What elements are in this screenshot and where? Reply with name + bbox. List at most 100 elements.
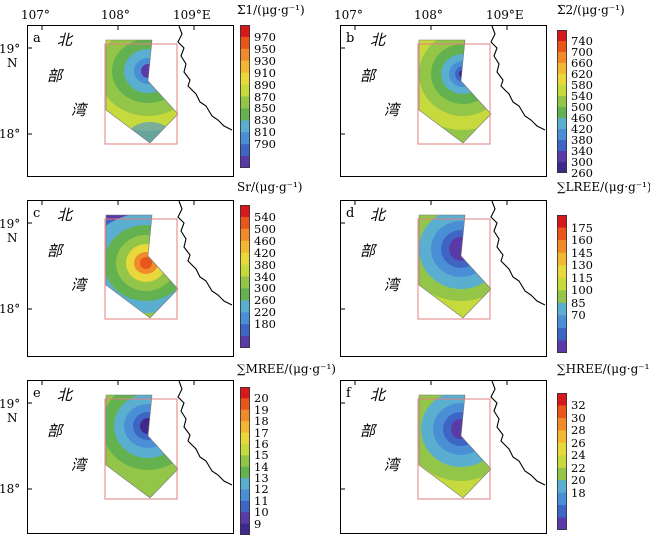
coastline	[490, 381, 546, 486]
panel-letter: a	[33, 31, 41, 46]
legend-tick-label: 810	[254, 125, 276, 140]
latitude-label: N	[7, 411, 18, 425]
colorbar	[240, 387, 250, 535]
legend-tick-label: 260	[571, 166, 593, 180]
colorbar-swatch	[240, 276, 250, 289]
study-area-outline	[105, 39, 179, 144]
colorbar-swatch	[557, 315, 567, 329]
contour-map	[28, 381, 233, 500]
sea-name-char: 湾	[71, 276, 87, 294]
legend-tick-label: 100	[571, 283, 593, 298]
legend-tick-label: 18	[571, 485, 586, 500]
panel-letter: f	[346, 386, 351, 401]
colorbar-swatch	[240, 132, 250, 145]
longitude-label: 107°	[21, 8, 50, 22]
colorbar-swatch	[557, 52, 567, 64]
legend-tick-label: 300	[571, 155, 593, 169]
colorbar-swatch	[557, 480, 567, 494]
colorbar-border	[240, 25, 250, 168]
longitude-label: 107°	[334, 8, 363, 22]
legend-title: ∑LREE/(μg·g⁻¹)	[557, 180, 650, 194]
colorbar-swatch	[557, 96, 567, 108]
legend-title: Sr/(μg·g⁻¹)	[237, 180, 303, 194]
sea-name-char: 部	[360, 422, 376, 440]
legend-title: Σ1/(μg·g⁻¹)	[237, 3, 305, 17]
sea-name-char: 部	[47, 242, 63, 260]
study-area-outline	[418, 39, 492, 144]
panel-letter: b	[346, 31, 355, 46]
colorbar-swatch	[557, 517, 567, 530]
coastline	[177, 201, 233, 306]
colorbar-swatch	[557, 30, 567, 42]
colorbar-swatch	[557, 265, 567, 279]
colorbar-swatch	[557, 327, 567, 341]
map-frame	[27, 380, 234, 534]
colorbar-swatch	[557, 405, 567, 419]
legend-tick-label: 11	[254, 493, 269, 508]
sea-name-char: 湾	[71, 101, 87, 119]
legend-title: ∑MREE/(μg·g⁻¹)	[237, 362, 336, 376]
colorbar-swatch	[240, 324, 250, 337]
contour-band	[455, 66, 471, 82]
colorbar	[240, 25, 250, 168]
colorbar-swatch	[557, 467, 567, 481]
legend-tick-label: 24	[571, 448, 586, 463]
legend-tick-label: 22	[571, 460, 586, 475]
legend-tick-label: 540	[254, 209, 276, 224]
colorbar-swatch	[557, 63, 567, 75]
legend-tick-label: 660	[571, 56, 593, 70]
legend-tick-label: 160	[571, 233, 593, 248]
colorbar-swatch	[240, 96, 250, 109]
colorbar-swatch	[557, 129, 567, 141]
sea-name-char: 北	[57, 386, 73, 404]
map-frame	[27, 25, 234, 177]
study-box	[417, 43, 491, 145]
colorbar-swatch	[557, 118, 567, 130]
colorbar-swatch	[240, 523, 250, 535]
sea-name-char: 北	[57, 206, 73, 224]
colorbar-border	[240, 387, 250, 535]
legend-tick-label: 85	[571, 295, 586, 310]
sea-name-char: 北	[370, 31, 386, 49]
colorbar-swatch	[557, 290, 567, 304]
colorbar-swatch	[240, 144, 250, 157]
panel-letter: c	[33, 206, 41, 221]
legend-tick-label: 460	[571, 111, 593, 125]
colorbar-swatch	[557, 492, 567, 506]
legend-tick-label: 220	[254, 305, 276, 320]
legend-tick-label: 500	[254, 221, 276, 236]
legend-tick-label: 14	[254, 459, 269, 474]
sea-name-char: 北	[370, 206, 386, 224]
contour-map	[341, 26, 546, 145]
legend-tick-label: 115	[571, 270, 593, 285]
colorbar	[240, 205, 250, 348]
colorbar-swatch	[557, 252, 567, 266]
colorbar-swatch	[557, 340, 567, 353]
colorbar-border	[557, 215, 567, 353]
study-box	[104, 218, 178, 320]
legend-tick-label: 850	[254, 101, 276, 116]
legend-tick-label: 18	[254, 414, 269, 429]
colorbar-swatch	[557, 162, 567, 173]
legend-tick-label: 9	[254, 516, 262, 531]
latitude-label: N	[7, 56, 18, 70]
legend-tick-label: 300	[254, 281, 276, 296]
legend-tick-label: 70	[571, 308, 586, 323]
colorbar-swatch	[557, 107, 567, 119]
coastline	[490, 201, 546, 306]
sea-name-char: 湾	[384, 456, 400, 474]
legend-tick-label: 30	[571, 410, 586, 425]
colorbar-swatch	[240, 312, 250, 325]
colorbar-swatch	[557, 151, 567, 163]
legend-tick-label: 930	[254, 53, 276, 68]
coastline	[177, 26, 233, 131]
sea-name-char: 北	[57, 31, 73, 49]
colorbar-border	[557, 30, 567, 173]
legend-tick-label: 830	[254, 113, 276, 128]
colorbar-swatch	[240, 240, 250, 254]
study-box	[104, 398, 178, 500]
colorbar-swatch	[557, 455, 567, 469]
study-area-outline	[105, 394, 179, 499]
legend-tick-label: 26	[571, 435, 586, 450]
colorbar-swatch	[240, 25, 250, 38]
